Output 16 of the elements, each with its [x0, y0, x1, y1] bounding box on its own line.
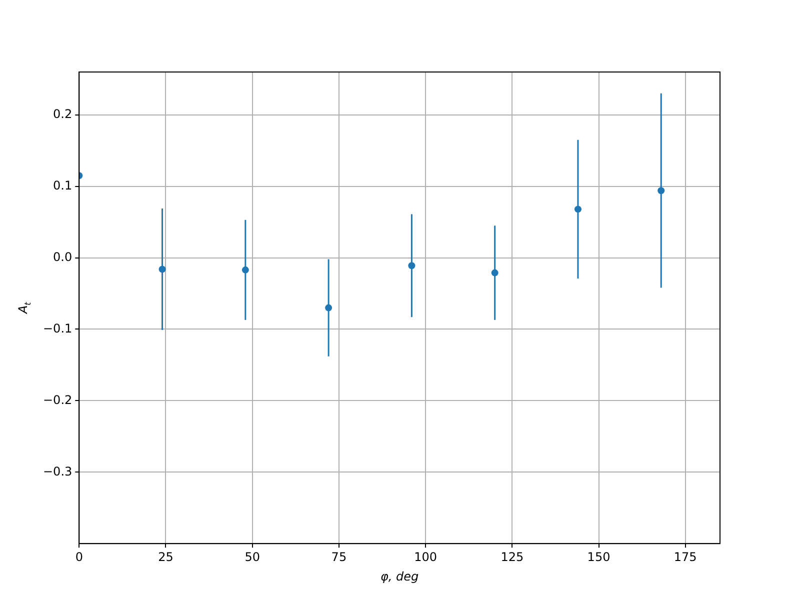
y-axis-title: At: [16, 301, 33, 315]
x-tick-label: 50: [244, 550, 260, 564]
x-tick-label: 25: [158, 550, 174, 564]
y-tick-label: −0.2: [43, 392, 72, 407]
x-tick-label: 125: [500, 550, 524, 564]
x-tick-label: 175: [674, 550, 697, 564]
y-tick-label: 0.1: [53, 178, 72, 192]
y-tick-label: 0.0: [53, 250, 72, 264]
x-tick-label: 0: [75, 550, 83, 564]
x-tick-label: 150: [587, 550, 610, 564]
y-tick-label: 0.2: [53, 107, 72, 121]
y-tick-label: −0.3: [43, 464, 72, 478]
x-tick-label: 75: [331, 550, 347, 564]
x-tick-label: 100: [414, 550, 438, 564]
y-tick-label: −0.1: [43, 321, 72, 336]
x-axis-title: φ, deg: [380, 570, 420, 584]
